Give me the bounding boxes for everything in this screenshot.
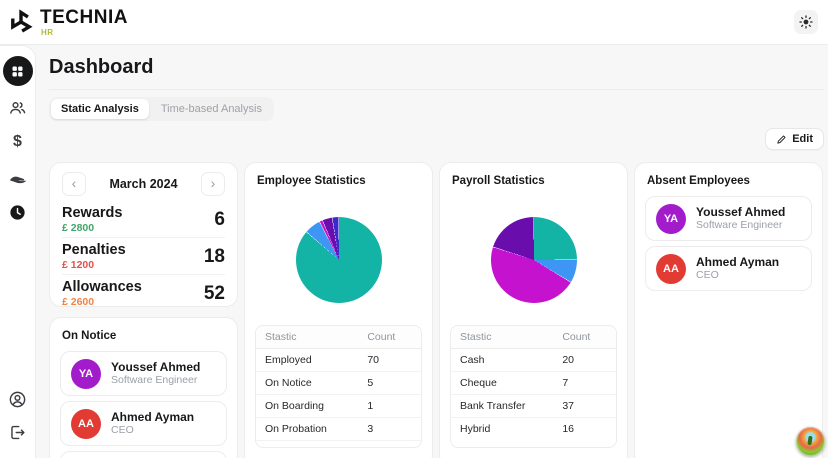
month-summary-card: ‹ March 2024 › Rewards £ 2800 6 [49,162,238,308]
payroll-statistics-pie-chart [490,217,577,303]
table-row: On Boarding 1 [256,394,421,418]
employee-statistics-pie-chart [295,217,382,303]
absent-employees-title: Absent Employees [647,175,750,187]
rewards-count: 6 [214,208,225,230]
sidebar-item-benefits[interactable] [6,165,30,189]
table-row: Bank Transfer 37 [451,394,616,418]
table-row: Cheque 7 [451,371,616,395]
payroll-statistics-card: Payroll Statistics Stastic Count Cash 20 Che… [439,162,628,458]
title-divider [49,89,824,90]
employee-role: Software Engineer [111,374,198,386]
topbar: TECHNIA HR [0,0,828,45]
allowances-row: Allowances £ 2600 52 [62,274,225,311]
table-row: Off Boarding2 [256,441,421,447]
chevron-left-icon: ‹ [71,175,77,191]
avatar: YA [71,358,101,389]
list-item[interactable]: YA Youssef Ahmed Software Engineer [60,351,227,396]
payroll-statistics-table: Stastic Count Cash 20 Cheque 7 Bank Transfer 37… [450,325,617,448]
sidebar-item-profile[interactable] [6,387,30,411]
main-content: Dashboard Static Analysis Time-based Ana… [36,45,828,458]
sidebar-item-employees[interactable] [6,95,30,119]
table-header: Count [553,326,616,349]
avatar: YA [656,203,686,234]
employee-statistics-title: Employee Statistics [257,175,366,187]
sidebar: $ [0,45,36,458]
next-month-button[interactable]: › [200,172,225,196]
sidebar-item-history[interactable] [6,200,30,224]
brand: TECHNIA HR [8,7,128,37]
list-item[interactable] [60,451,227,458]
island-badge[interactable] [796,427,825,456]
users-icon [8,98,27,117]
penalties-label: Penalties [62,242,126,258]
table-header: Count [358,326,421,349]
employee-name: Youssef Ahmed [111,360,201,374]
rewards-row: Rewards £ 2800 6 [62,201,225,237]
chevron-right-icon: › [210,175,216,191]
employee-role: Software Engineer [696,219,783,231]
allowances-count: 52 [203,282,225,304]
list-item[interactable]: AA Ahmed Ayman CEO [645,246,812,291]
dollar-icon: $ [13,133,22,150]
prev-month-button[interactable]: ‹ [62,172,86,196]
sidebar-item-dashboard[interactable] [2,56,33,86]
allowances-label: Allowances [62,279,142,295]
pencil-icon [776,134,787,145]
sun-icon [798,14,814,30]
employee-role: CEO [696,269,719,281]
logout-icon [8,423,27,442]
cards-grid: ‹ March 2024 › Rewards £ 2800 6 [49,162,824,458]
penalties-count: 18 [203,245,225,267]
employee-name: Ahmed Ayman [111,410,195,424]
sidebar-item-payroll[interactable]: $ [6,130,30,154]
brand-department: HR [41,28,54,37]
on-notice-card: On Notice YA Youssef Ahmed Software Engi… [49,317,238,458]
table-header-row: Stastic Count [451,326,616,349]
month-label: March 2024 [109,177,178,191]
rewards-label: Rewards [62,205,123,221]
user-circle-icon [8,390,27,409]
theme-toggle-button[interactable] [794,10,818,34]
table-row: On Notice 5 [256,371,421,395]
employee-name: Ahmed Ayman [696,255,780,269]
analysis-tabs: Static Analysis Time-based Analysis [49,97,274,121]
penalties-row: Penalties £ 1200 18 [62,237,225,274]
on-notice-title: On Notice [62,330,117,342]
list-item[interactable]: AA Ahmed Ayman CEO [60,401,227,446]
employee-role: CEO [111,424,134,436]
employee-statistics-card: Employee Statistics Stastic Count Employed… [244,162,433,458]
table-header: Stastic [451,326,554,349]
table-header-row: Stastic Count [256,326,421,349]
edit-button[interactable]: Edit [765,128,824,150]
tab-time-based-analysis[interactable]: Time-based Analysis [160,103,262,115]
hand-icon [8,168,27,187]
page-title: Dashboard [49,56,154,78]
clock-icon [8,203,27,222]
avatar: AA [656,253,686,284]
absent-employees-card: Absent Employees YA Youssef Ahmed Softwa… [634,162,823,458]
list-item[interactable]: YA Youssef Ahmed Software Engineer [645,196,812,241]
sidebar-item-logout[interactable] [6,420,30,444]
table-row: Hybrid 16 [460,423,574,435]
technia-logo-icon [8,9,34,35]
grid-icon [10,64,25,79]
employee-statistics-table: Stastic Count Employed 70 On Notice 5 On Board… [255,325,422,448]
brand-name: TECHNIA [40,7,128,28]
rewards-amount: £ 2800 [62,222,95,234]
table-row: Employed 70 [256,348,421,372]
payroll-statistics-title: Payroll Statistics [452,175,545,187]
table-row: On Probation 3 [256,417,421,441]
tab-static-analysis[interactable]: Static Analysis [51,99,149,119]
allowances-amount: £ 2600 [62,296,95,308]
penalties-amount: £ 1200 [62,259,95,271]
table-header: Stastic [256,326,359,349]
employee-name: Youssef Ahmed [696,205,786,219]
avatar: AA [71,408,101,439]
table-row: Cash 20 [451,348,616,372]
